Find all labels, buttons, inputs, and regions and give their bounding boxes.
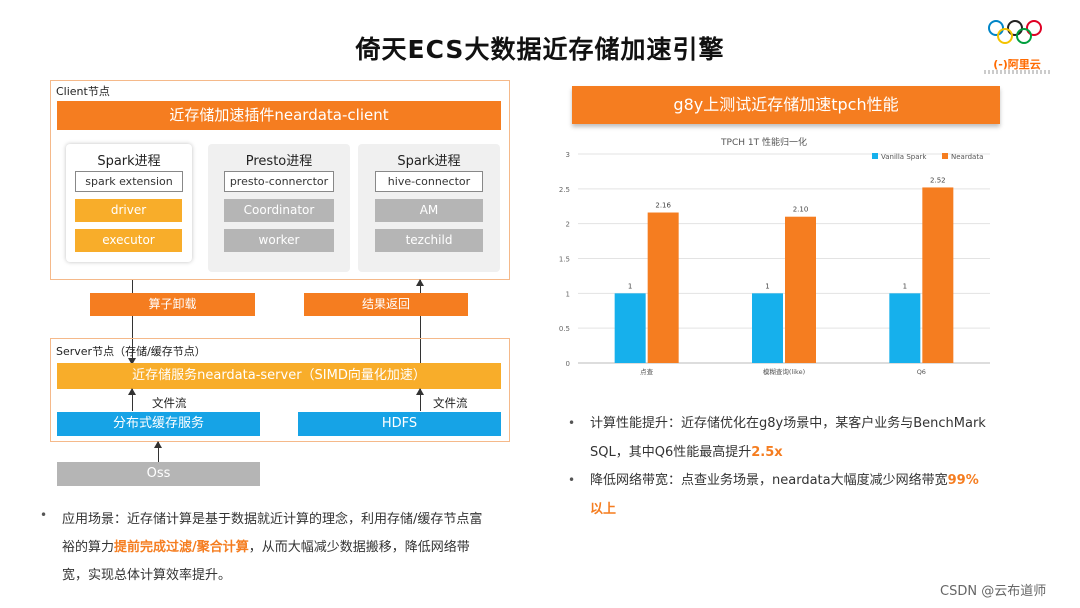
data-label: 2.16 — [655, 202, 671, 210]
client-node-frame — [50, 80, 510, 280]
tezchild-box: tezchild — [375, 229, 483, 252]
bar-neardata — [922, 187, 954, 363]
offload-arrow — [128, 280, 136, 365]
bar-vanilla-spark — [614, 293, 646, 363]
logo-tagline — [984, 70, 1050, 74]
y-tick-label: 1.5 — [559, 256, 570, 264]
x-tick-label: 点查 — [640, 367, 654, 376]
server-node-label: Server节点（存储/缓存节点） — [56, 345, 206, 358]
file-stream-left-arrow — [128, 388, 136, 411]
return-arrow — [416, 279, 424, 364]
data-label: 2.52 — [930, 176, 946, 184]
worker-box: worker — [224, 229, 334, 252]
spark-process-title-2: Spark进程 — [397, 154, 461, 169]
distributed-cache-service-box: 分布式缓存服务 — [57, 412, 260, 436]
data-label: 2.10 — [793, 206, 809, 214]
result-return-label: 结果返回 — [304, 293, 468, 316]
am-box: AM — [375, 199, 483, 222]
bar-neardata — [785, 216, 816, 363]
operator-offload-label: 算子卸载 — [90, 293, 255, 316]
file-stream-left-label: 文件流 — [152, 396, 187, 410]
right-bullet-text-2: 降低网络带宽：点查业务场景，neardata大幅度减少网络带宽99%以上 — [590, 466, 990, 524]
file-stream-right-arrow — [416, 388, 424, 411]
legend-swatch — [942, 153, 948, 159]
spark-process-title-1: Spark进程 — [97, 154, 161, 169]
y-tick-label: 2.5 — [559, 186, 570, 194]
x-tick-label: 模糊查询(like) — [763, 367, 805, 376]
hdfs-box: HDFS — [298, 412, 501, 436]
client-node-label: Client节点 — [56, 85, 110, 98]
left-bullet-text: 应用场景：近存储计算是基于数据就近计算的理念，利用存储/缓存节点富裕的算力提前完… — [62, 506, 494, 590]
left-bullet-highlight: 提前完成过滤/聚合计算 — [114, 540, 249, 555]
coordinator-box: Coordinator — [224, 199, 334, 222]
y-tick-label: 0.5 — [559, 325, 570, 333]
file-stream-right-label: 文件流 — [433, 396, 468, 410]
legend-swatch — [872, 153, 878, 159]
bar-vanilla-spark — [889, 293, 921, 363]
right-bullet-dot-1: • — [568, 416, 576, 430]
bar-vanilla-spark — [752, 293, 783, 363]
executor-box: executor — [75, 229, 182, 252]
tpch-chart: TPCH 1T 性能归一化 0 0.5 1 1.5 2 2.5 3 1 2.16 点查 1 2.10 模糊… — [559, 136, 990, 376]
y-tick-label: 2 — [566, 221, 570, 229]
hive-connector-box: hive-connector — [375, 171, 483, 192]
data-label: 1 — [765, 282, 769, 290]
slide-title: 倚天ECS大数据近存储加速引擎 — [355, 35, 725, 64]
x-tick-label: Q6 — [917, 368, 926, 376]
presto-process-title: Presto进程 — [245, 154, 313, 169]
tpch-test-header: g8y上测试近存储加速tpch性能 — [572, 86, 1000, 124]
legend-label: Vanilla Spark — [881, 153, 927, 161]
presto-connector-box: presto-connerctor — [224, 171, 334, 192]
logo-brand-text: (-)阿里云 — [993, 58, 1041, 71]
neardata-client-bar: 近存储加速插件neardata-client — [57, 101, 501, 130]
neardata-server-bar: 近存储服务neardata-server（SIMD向量化加速） — [57, 363, 501, 389]
driver-box: driver — [75, 199, 182, 222]
oss-box: Oss — [57, 462, 260, 486]
y-tick-label: 1 — [566, 290, 570, 298]
olympic-rings-icon — [988, 20, 1046, 46]
server-node-frame — [50, 338, 510, 442]
right-bullet-1-prefix: 计算性能提升：近存储优化在g8y场景中，某客户业务与BenchMark SQL，… — [590, 416, 986, 460]
chart-title: TPCH 1T 性能归一化 — [720, 136, 807, 148]
right-bullet-text-1: 计算性能提升：近存储优化在g8y场景中，某客户业务与BenchMark SQL，… — [590, 409, 990, 467]
left-bullet-prefix: 应用场景：近存储计算是基于数据就近计算的理念，利用存储/缓存节点富裕的算力 — [62, 512, 483, 555]
oss-arrow — [154, 441, 162, 462]
data-label: 1 — [903, 282, 907, 290]
bar-neardata — [647, 212, 679, 363]
left-bullet-dot: • — [40, 508, 48, 522]
right-bullet-2-highlight: 99%以上 — [590, 473, 979, 517]
spark-extension-box: spark extension — [75, 171, 183, 192]
legend-label: Neardata — [951, 153, 983, 161]
y-tick-label: 3 — [566, 151, 570, 159]
y-tick-label: 0 — [566, 360, 570, 368]
alibaba-cloud-logo: (-)阿里云 — [984, 18, 1050, 80]
data-label: 1 — [628, 282, 632, 290]
right-bullet-dot-2: • — [568, 473, 576, 487]
csdn-watermark: CSDN @云布道师 — [940, 584, 1047, 599]
left-bullet-suffix: ，从而大幅减少数据搬移，降低网络带宽，实现总体计算效率提升。 — [62, 540, 470, 583]
right-bullet-2-prefix: 降低网络带宽：点查业务场景，neardata大幅度减少网络带宽 — [590, 473, 948, 488]
right-bullet-1-highlight: 2.5x — [751, 445, 783, 460]
